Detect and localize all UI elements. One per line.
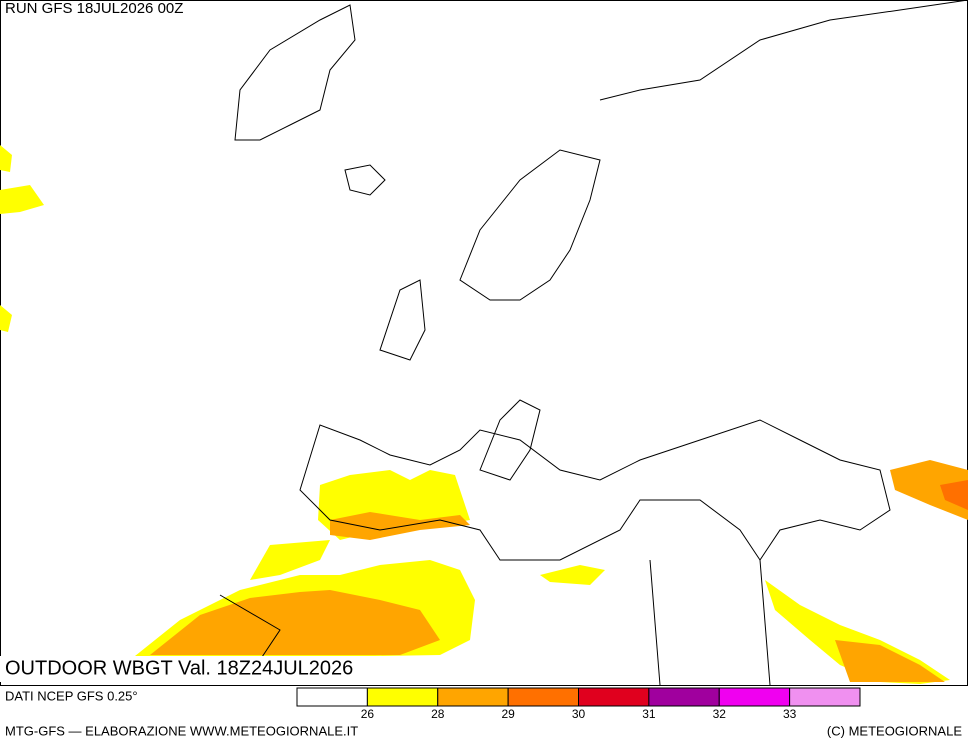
colorbar-box bbox=[437, 687, 509, 707]
heat-area bbox=[330, 512, 470, 540]
coastlines bbox=[219, 0, 968, 686]
heat-area bbox=[835, 640, 945, 682]
coastline bbox=[234, 4, 356, 141]
colorbar-label: 33 bbox=[783, 707, 797, 721]
footer-right: (C) METEOGIORNALE bbox=[827, 723, 962, 738]
colorbar-label: 31 bbox=[642, 707, 656, 721]
heat-area bbox=[0, 185, 44, 214]
map-title: OUTDOOR WBGT Val. 18Z24JUL2026 bbox=[5, 657, 353, 679]
colorbar-box bbox=[718, 687, 791, 707]
coastline bbox=[479, 399, 541, 481]
coastline bbox=[344, 164, 386, 196]
colorbar-box bbox=[789, 687, 861, 707]
heat-area bbox=[540, 565, 605, 585]
title-backdrop bbox=[0, 656, 385, 682]
colorbar-box bbox=[507, 687, 579, 707]
border bbox=[219, 559, 771, 686]
run-label: RUN GFS 18JUL2026 00Z bbox=[5, 0, 183, 17]
heat-area bbox=[940, 480, 968, 510]
colorbar-box bbox=[366, 687, 439, 707]
coastline bbox=[599, 0, 968, 101]
map-frame bbox=[0, 0, 968, 686]
coastline bbox=[459, 149, 601, 301]
heat-area bbox=[150, 590, 440, 655]
colorbar-label: 28 bbox=[431, 707, 445, 721]
heat-area bbox=[0, 305, 12, 332]
colorbar-label: 32 bbox=[713, 707, 727, 721]
colorbar-label: 26 bbox=[361, 707, 375, 721]
colorbar-label: 29 bbox=[501, 707, 515, 721]
coastline bbox=[379, 279, 426, 361]
heat-areas bbox=[0, 145, 968, 684]
colorbar-box bbox=[296, 687, 368, 707]
colorbar: 26 28 29 30 31 32 33 bbox=[296, 687, 861, 721]
coastline bbox=[299, 419, 891, 561]
colorbar-box bbox=[578, 687, 650, 707]
colorbar-box bbox=[648, 687, 720, 707]
source-label: DATI NCEP GFS 0.25° bbox=[5, 688, 138, 703]
colorbar-label: 30 bbox=[572, 707, 586, 721]
heat-area bbox=[0, 145, 12, 172]
heat-area bbox=[890, 460, 968, 520]
footer-left: MTG-GFS — ELABORAZIONE WWW.METEOGIORNALE… bbox=[5, 723, 358, 738]
heat-area bbox=[250, 540, 330, 580]
